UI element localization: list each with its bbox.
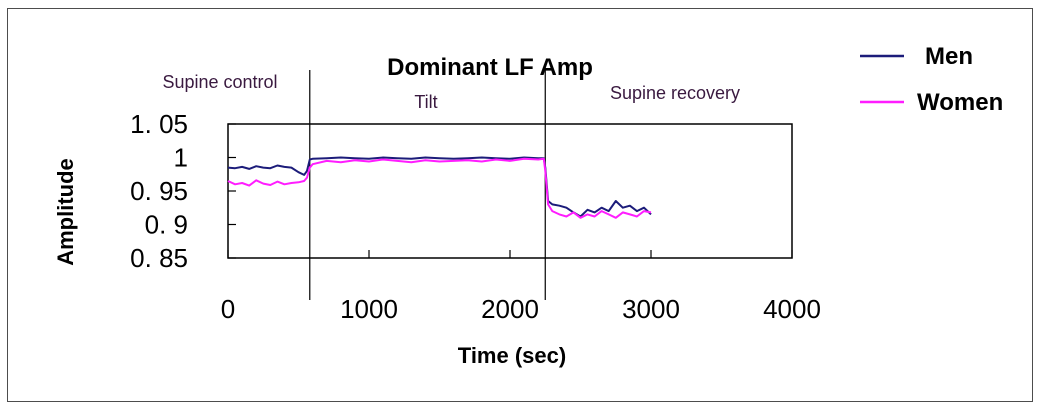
phase-boundaries [309, 70, 546, 300]
x-tick-label: 0 [221, 294, 235, 324]
x-tick-label: 2000 [481, 294, 539, 324]
x-tick-label: 4000 [763, 294, 821, 324]
series-line-men [227, 156, 652, 218]
legend: Men Women [860, 43, 1003, 116]
legend-label-women: Women [917, 89, 1003, 116]
y-tick-label: 1. 05 [130, 109, 188, 139]
x-axis-label: Time (sec) [458, 343, 566, 368]
y-tick-label: 1 [174, 143, 188, 173]
x-tick-label: 1000 [340, 294, 398, 324]
legend-label-men: Men [925, 43, 973, 70]
plot-area [227, 123, 793, 259]
y-axis-label: Amplitude [53, 158, 78, 266]
y-tick-label: 0. 95 [130, 176, 188, 206]
y-tick-label: 0. 85 [130, 243, 188, 273]
chart-frame [7, 8, 1033, 402]
y-tick-label: 0. 9 [145, 210, 188, 240]
x-tick-label: 3000 [622, 294, 680, 324]
y-axis-ticks: 1. 05 10. 95 0. 90. 85 [130, 109, 236, 273]
phase-label-tilt: Tilt [414, 92, 437, 112]
phase-label-supine-control: Supine control [162, 72, 277, 92]
phase-label-supine-recovery: Supine recovery [610, 83, 740, 103]
x-axis-ticks: 0 1000 2000 3000 4000 [221, 250, 821, 324]
data-series [227, 156, 652, 219]
chart-title: Dominant LF Amp [387, 54, 593, 81]
series-line-women [227, 157, 652, 219]
